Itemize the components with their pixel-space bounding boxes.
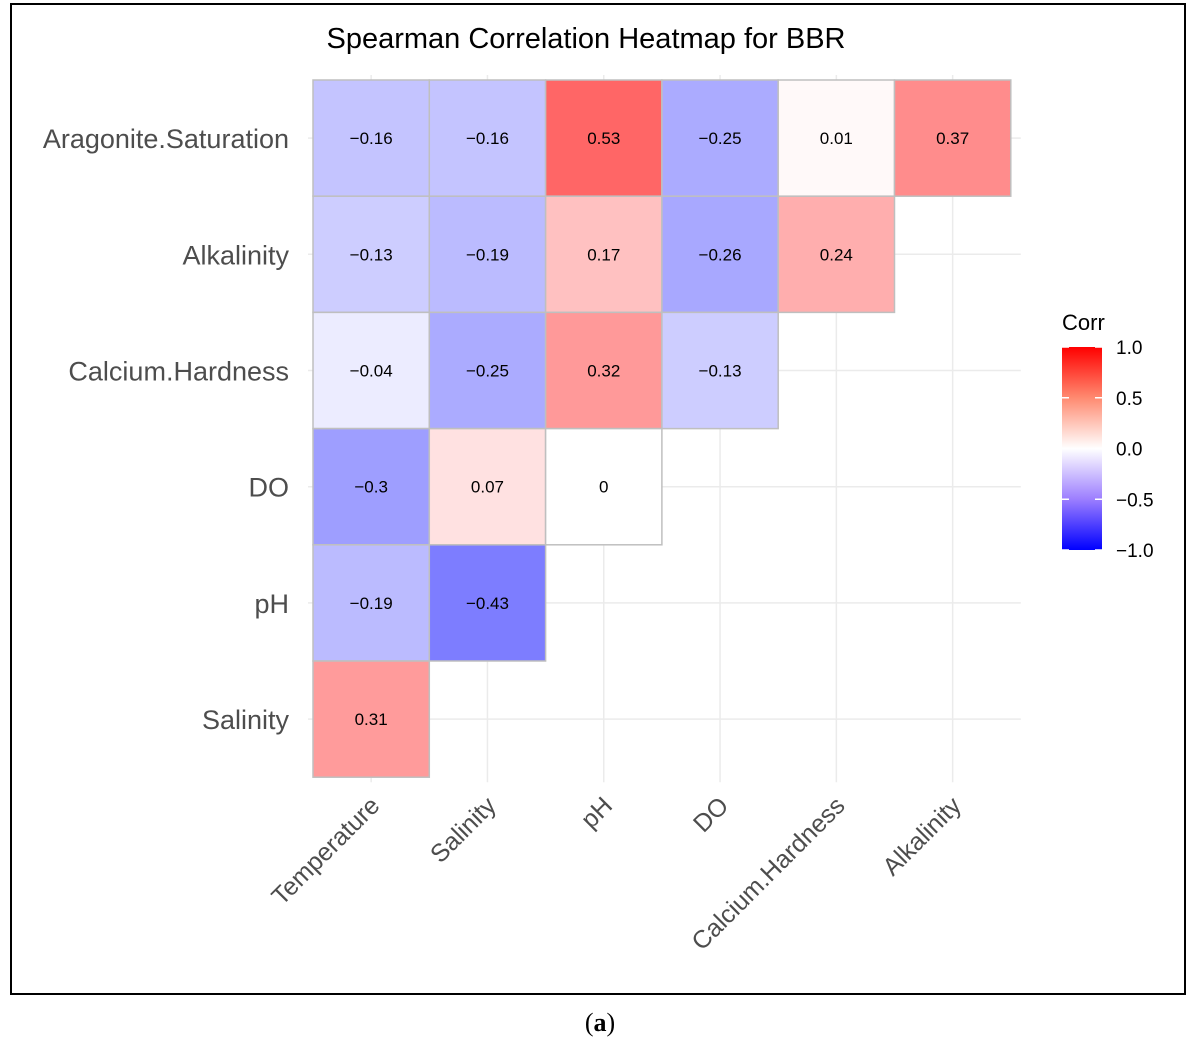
cell-value-label: −0.16 — [350, 129, 393, 148]
y-tick-label: Alkalinity — [182, 240, 289, 270]
heatmap-cell — [312, 544, 431, 662]
y-axis: Aragonite.Saturation Alkalinity Calcium.Ha… — [43, 124, 290, 735]
legend-tick-label: −0.5 — [1116, 490, 1154, 511]
heatmap-cell — [544, 195, 663, 314]
cell-value-label: 0.17 — [587, 245, 620, 264]
heatmap-cell — [661, 195, 779, 314]
caption-close: ) — [606, 1008, 616, 1037]
cell-value-label: −0.16 — [466, 129, 509, 148]
x-tick-label: Alkalinity — [877, 791, 967, 881]
cell-value-label: 0.07 — [471, 478, 504, 497]
heatmap-cell — [544, 427, 663, 546]
heatmap-chart: Spearman Correlation Heatmap for BBR −0.… — [43, 23, 1154, 956]
heatmap-cell — [777, 195, 896, 314]
heatmap-cell — [312, 660, 431, 778]
x-tick-label: Temperature — [266, 792, 385, 911]
heatmap-cell — [661, 311, 779, 430]
heatmap-cell — [312, 427, 431, 546]
heatmap-cells — [312, 79, 1012, 778]
cell-value-label: −0.04 — [350, 362, 393, 381]
cell-value-label: −0.13 — [350, 245, 393, 264]
x-tick-label: pH — [576, 792, 618, 834]
cell-value-label: −0.26 — [699, 245, 742, 264]
legend-tick-label: −1.0 — [1116, 541, 1154, 562]
cell-value-label: 0.01 — [820, 129, 853, 148]
figure-caption: (a) — [0, 1008, 1200, 1038]
cell-labels: −0.16 −0.16 0.53 −0.25 0.01 0.37 −0.13 −0.19 0.1… — [350, 129, 970, 729]
legend-ticks: 1.0 0.5 0.0 −0.5 −1.0 — [1062, 338, 1154, 562]
cell-value-label: 0.24 — [820, 245, 853, 264]
y-tick-label: pH — [254, 589, 289, 619]
y-tick-label: Aragonite.Saturation — [43, 124, 289, 154]
cell-value-label: 0.31 — [355, 710, 388, 729]
cell-value-label: −0.25 — [699, 129, 742, 148]
x-tick-label: DO — [688, 792, 734, 838]
heatmap-cell — [428, 427, 547, 546]
heatmap-cell — [428, 195, 547, 314]
cell-value-label: −0.43 — [466, 594, 509, 613]
cell-value-label: 0.32 — [587, 362, 620, 381]
caption-open: ( — [584, 1008, 594, 1037]
color-legend: Corr 1.0 0.5 0.0 −0.5 −1.0 — [1062, 310, 1154, 562]
cell-value-label: 0.37 — [936, 129, 969, 148]
x-tick-label: Salinity — [425, 791, 502, 868]
cell-value-label: −0.19 — [350, 594, 393, 613]
heatmap-cell — [428, 544, 547, 662]
cell-value-label: −0.3 — [354, 478, 388, 497]
heatmap-cell — [312, 79, 431, 197]
caption-letter: a — [593, 1008, 607, 1037]
cell-value-label: 0.53 — [587, 129, 620, 148]
legend-tick-label: 0.5 — [1116, 389, 1142, 410]
heatmap-cell — [893, 79, 1012, 197]
y-tick-label: Calcium.Hardness — [68, 357, 289, 387]
chart-title: Spearman Correlation Heatmap for BBR — [326, 23, 845, 55]
legend-tick-label: 0.0 — [1116, 440, 1142, 461]
cell-value-label: −0.19 — [466, 245, 509, 264]
y-tick-label: Salinity — [202, 705, 290, 735]
cell-value-label: 0 — [599, 478, 608, 497]
legend-title: Corr — [1062, 310, 1105, 335]
heatmap-cell — [428, 79, 547, 197]
heatmap-cell — [544, 79, 663, 197]
cell-value-label: −0.13 — [699, 362, 742, 381]
cell-value-label: −0.25 — [466, 362, 509, 381]
legend-tick-label: 1.0 — [1116, 338, 1142, 359]
y-tick-label: DO — [249, 473, 290, 503]
